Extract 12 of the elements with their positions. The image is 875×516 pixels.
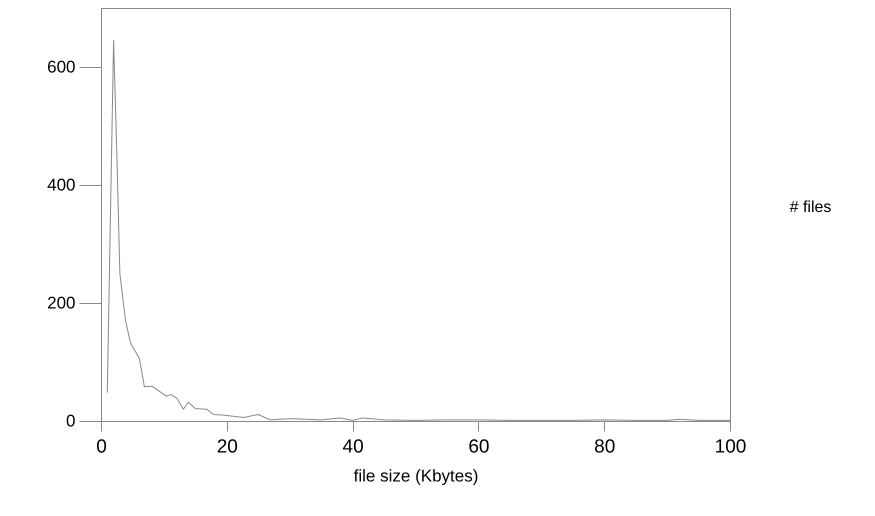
y-axis-title: # files bbox=[790, 199, 832, 216]
x-tick-label: 40 bbox=[342, 436, 364, 458]
x-tick-label: 20 bbox=[216, 436, 238, 458]
y-tick-label: 400 bbox=[47, 176, 76, 194]
x-tick-label: 80 bbox=[594, 436, 616, 458]
x-tick-label: 0 bbox=[96, 436, 107, 458]
x-axis-title: file size (Kbytes) bbox=[354, 466, 478, 486]
x-tick-label: 60 bbox=[468, 436, 490, 458]
y-tick-label: 200 bbox=[47, 294, 76, 312]
y-tick-label: 0 bbox=[66, 412, 76, 430]
x-tick-label: 100 bbox=[714, 436, 746, 458]
y-tick-label: 600 bbox=[47, 58, 76, 76]
